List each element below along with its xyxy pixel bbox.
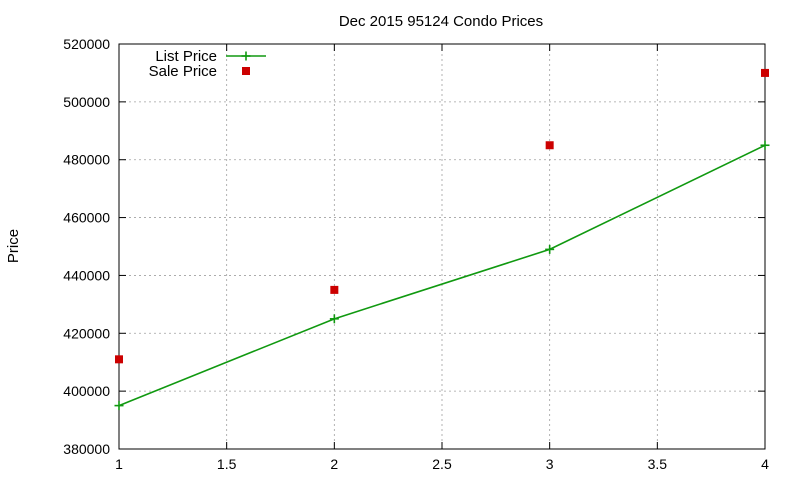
list-price-point [545,244,555,254]
x-tick-label: 1.5 [217,456,237,472]
sale-price-point [115,355,123,364]
axes: 1 1.5 2 2.5 3 3.5 4 380000 400000 420000 440000 460… [63,36,769,472]
list-price-point [760,140,770,150]
x-tick-label: 3 [546,456,554,472]
sale-price-point [545,141,554,150]
legend-label-sale-price: Sale Price [149,63,217,80]
x-tick-label: 2.5 [432,456,452,472]
y-tick-label: 440000 [63,267,110,283]
y-tick-label: 460000 [63,210,110,226]
list-price-point [114,401,124,411]
legend-marker-list-price [241,51,251,61]
y-tick-label: 500000 [63,94,110,110]
sale-price-point [330,285,339,294]
chart-title: Dec 2015 95124 Condo Prices [339,13,543,30]
legend-label-list-price: List Price [155,48,217,65]
x-tick-label: 4 [761,456,769,472]
legend: List Price Sale Price [149,48,266,80]
x-tick-label: 2 [330,456,338,472]
grid-lines [119,44,765,449]
y-tick-label: 380000 [63,441,110,457]
list-price-point [329,314,339,324]
y-tick-label: 480000 [63,152,110,168]
legend-marker-sale-price [242,67,250,75]
sale-price-point [761,68,769,77]
list-price-line [118,144,766,407]
y-tick-label: 420000 [63,325,110,341]
y-tick-label: 520000 [63,36,110,52]
x-tick-label: 1 [115,456,123,472]
x-tick-label: 3.5 [648,456,668,472]
series [114,68,770,411]
y-axis-label: Price [5,229,22,263]
y-tick-label: 400000 [63,383,110,399]
